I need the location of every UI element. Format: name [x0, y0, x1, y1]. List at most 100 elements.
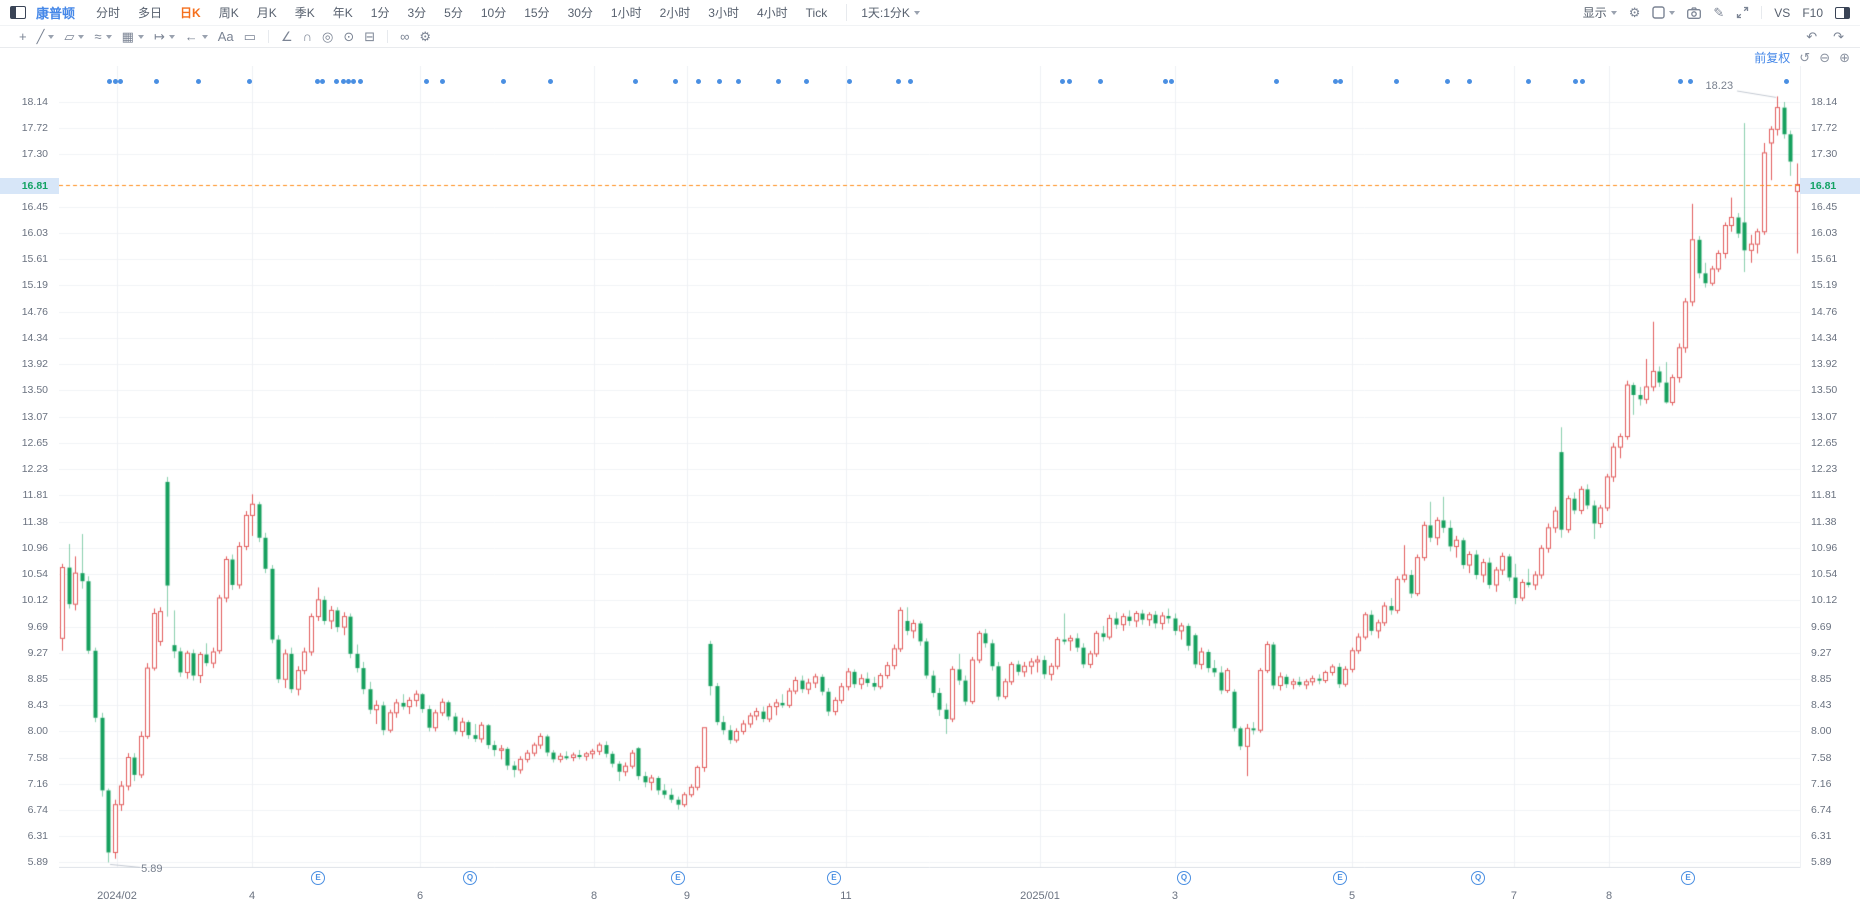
- tab-分时[interactable]: 分时: [96, 6, 121, 20]
- event-dot[interactable]: [340, 79, 346, 84]
- event-dot[interactable]: [440, 79, 446, 84]
- event-dot[interactable]: [1467, 79, 1473, 84]
- zoom-in-icon[interactable]: ⊕: [1839, 49, 1850, 65]
- event-dot[interactable]: [358, 79, 364, 84]
- event-dot[interactable]: [246, 79, 252, 84]
- compare-tool-icon[interactable]: ∞: [400, 29, 410, 44]
- event-dot[interactable]: [424, 79, 430, 84]
- event-dot[interactable]: [776, 79, 782, 84]
- trend-line-tool-icon[interactable]: ╱: [32, 30, 60, 43]
- panel-right-icon[interactable]: [1835, 6, 1850, 19]
- event-dot[interactable]: [1098, 79, 1104, 84]
- event-dot[interactable]: [117, 79, 123, 84]
- event-dot[interactable]: [716, 79, 722, 84]
- event-dot[interactable]: [1526, 79, 1532, 84]
- arrow-tool-icon[interactable]: ←: [180, 30, 213, 43]
- tab-15分[interactable]: 15分: [524, 6, 550, 20]
- tab-月K[interactable]: 月K: [256, 6, 277, 20]
- stock-name[interactable]: 康普顿: [36, 6, 76, 21]
- display-dropdown[interactable]: 显示: [1583, 4, 1617, 21]
- event-dot[interactable]: [1333, 79, 1339, 84]
- event-dot[interactable]: [735, 79, 741, 84]
- visibility-tool-icon[interactable]: ◎: [321, 29, 334, 44]
- adjustment-toggle[interactable]: 前复权: [1754, 50, 1791, 65]
- event-dot[interactable]: [319, 79, 325, 84]
- custom-period-dropdown[interactable]: 1天:1分K: [846, 4, 920, 21]
- event-dot[interactable]: [1059, 79, 1065, 84]
- event-badge-E[interactable]: E: [826, 871, 841, 885]
- event-badge-E[interactable]: E: [1681, 871, 1696, 885]
- tab-日K[interactable]: 日K: [180, 6, 201, 20]
- tab-30分[interactable]: 30分: [567, 6, 593, 20]
- event-badge-E[interactable]: E: [670, 871, 685, 885]
- event-dot[interactable]: [1273, 79, 1279, 84]
- event-dot[interactable]: [1394, 79, 1400, 84]
- event-dot[interactable]: [1066, 79, 1072, 84]
- event-dot[interactable]: [333, 79, 339, 84]
- right-price-axis[interactable]: 18.14 17.72 17.30 16.45 16.03 15.61 15.19 14.76…: [1800, 66, 1860, 868]
- event-dot[interactable]: [673, 79, 679, 84]
- event-dot[interactable]: [351, 79, 357, 84]
- tab-4小时[interactable]: 4小时: [756, 6, 788, 20]
- event-dot[interactable]: [107, 79, 113, 84]
- delete-tool-icon[interactable]: ⊟: [364, 29, 376, 44]
- event-dot[interactable]: [1688, 79, 1694, 84]
- event-badge-Q[interactable]: Q: [1177, 871, 1192, 885]
- redo-icon[interactable]: ↷: [1833, 29, 1844, 44]
- tab-多日[interactable]: 多日: [138, 6, 163, 20]
- event-dot[interactable]: [1338, 79, 1344, 84]
- event-dot[interactable]: [1169, 79, 1175, 84]
- tab-季K[interactable]: 季K: [294, 6, 315, 20]
- event-dot[interactable]: [695, 79, 701, 84]
- date-axis[interactable]: E Q E E Q E Q E 2024/02 4 6 8 9 11 2025/01 3 5 7 8: [59, 868, 1800, 912]
- event-dot[interactable]: [1444, 79, 1450, 84]
- event-dot[interactable]: [314, 79, 320, 84]
- draw-settings-tool-icon[interactable]: ⚙: [419, 29, 432, 44]
- event-badge-Q[interactable]: Q: [1471, 871, 1486, 885]
- event-dot[interactable]: [346, 79, 351, 84]
- zoom-out-icon[interactable]: ⊖: [1819, 49, 1831, 65]
- event-dot[interactable]: [112, 79, 118, 84]
- event-badge-Q[interactable]: Q: [463, 871, 478, 885]
- event-badge-E[interactable]: E: [1333, 871, 1348, 885]
- screenshot-icon[interactable]: [1687, 6, 1702, 19]
- event-dot[interactable]: [1784, 79, 1790, 84]
- event-dot[interactable]: [1677, 79, 1683, 84]
- channel-tool-icon[interactable]: ▱: [59, 30, 89, 43]
- tab-10分[interactable]: 10分: [480, 6, 507, 20]
- settings-icon[interactable]: ⚙: [1628, 5, 1641, 20]
- edit-pencil-icon[interactable]: ✎: [1713, 5, 1725, 20]
- tab-3小时[interactable]: 3小时: [708, 6, 739, 20]
- event-dot[interactable]: [1580, 79, 1586, 84]
- vs-button[interactable]: VS: [1774, 5, 1791, 20]
- tab-3分[interactable]: 3分: [407, 6, 427, 20]
- event-dot[interactable]: [1573, 79, 1579, 84]
- event-dot[interactable]: [847, 79, 853, 84]
- event-dot[interactable]: [1162, 79, 1168, 84]
- event-badge-E[interactable]: E: [311, 871, 326, 885]
- tab-年K[interactable]: 年K: [332, 6, 353, 20]
- event-dot[interactable]: [908, 79, 914, 84]
- left-price-axis[interactable]: 18.14 17.72 17.30 16.45 16.03 15.61 15.19 14.76…: [0, 66, 59, 868]
- move-tool-icon[interactable]: +: [19, 29, 27, 44]
- tab-5分[interactable]: 5分: [444, 6, 463, 20]
- layout-dropdown[interactable]: [1652, 6, 1676, 19]
- event-dot[interactable]: [500, 79, 506, 84]
- event-dot[interactable]: [547, 79, 553, 84]
- comment-tool-icon[interactable]: ▭: [243, 29, 256, 44]
- fullscreen-icon[interactable]: [1736, 6, 1749, 19]
- target-tool-icon[interactable]: ⊙: [343, 29, 355, 44]
- event-dot[interactable]: [803, 79, 809, 84]
- tab-1小时[interactable]: 1小时: [610, 6, 642, 20]
- tab-Tick[interactable]: Tick: [805, 5, 828, 20]
- angle-tool-icon[interactable]: ∠: [280, 29, 293, 44]
- tab-1分[interactable]: 1分: [370, 6, 390, 20]
- pattern-tool-icon[interactable]: ▦: [117, 30, 149, 43]
- wave-tool-icon[interactable]: ≈: [89, 30, 116, 43]
- magnet-tool-icon[interactable]: ∩: [302, 29, 312, 44]
- measure-tool-icon[interactable]: ↦: [149, 30, 180, 43]
- undo-icon[interactable]: ↶: [1806, 29, 1818, 44]
- candlestick-canvas[interactable]: [59, 66, 1800, 868]
- panel-left-icon[interactable]: [10, 6, 26, 19]
- tab-2小时[interactable]: 2小时: [659, 6, 691, 20]
